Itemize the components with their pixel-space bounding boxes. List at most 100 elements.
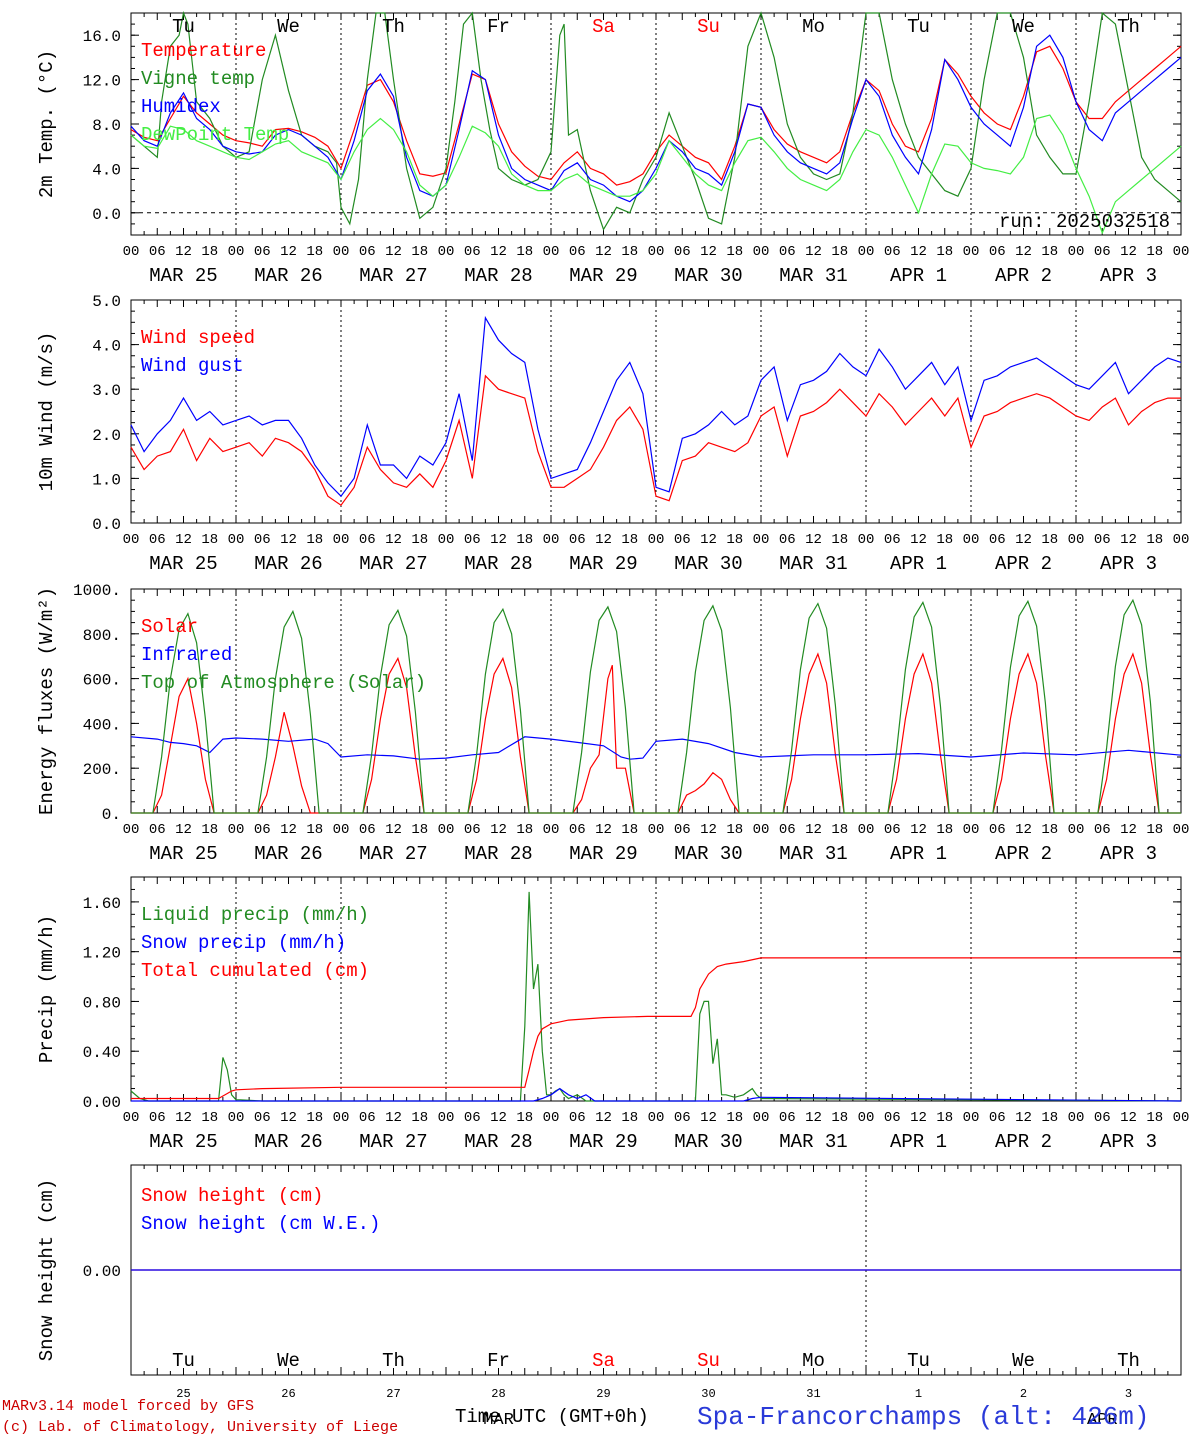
panel-4: Precip (mm/h) <box>36 876 1182 1102</box>
hour-label: 12 <box>1120 822 1137 838</box>
hour-label: 06 <box>1094 1110 1111 1126</box>
series-line <box>130 10 1182 231</box>
y-tick-label: 1.20 <box>83 945 121 963</box>
hour-label: 06 <box>359 532 376 548</box>
y-axis-label: 2m Temp. (°C) <box>36 50 58 198</box>
hour-label: 00 <box>753 532 770 548</box>
hour-label: 12 <box>910 822 927 838</box>
legend-entry: Snow height (cm) <box>141 1185 323 1207</box>
legend-entry: DewPoint Temp <box>141 124 289 146</box>
y-tick-label: 800. <box>83 627 121 645</box>
hour-label: 18 <box>306 244 323 260</box>
date-label: MAR 25 <box>149 1131 217 1153</box>
y-tick-label: 12.0 <box>83 73 121 91</box>
hour-label: 00 <box>228 1110 245 1126</box>
hour-label: 00 <box>648 244 665 260</box>
date-label: MAR 29 <box>569 553 637 575</box>
hour-label: 06 <box>359 1110 376 1126</box>
series-line <box>130 34 1182 203</box>
hour-label: 00 <box>438 822 455 838</box>
hour-label: 18 <box>726 532 743 548</box>
hour-label: 06 <box>884 244 901 260</box>
y-tick-label: 2.0 <box>92 427 121 445</box>
hour-label: 18 <box>516 822 533 838</box>
date-label: MAR 29 <box>569 1131 637 1153</box>
hour-label: 06 <box>1094 822 1111 838</box>
hour-label: 06 <box>569 1110 586 1126</box>
hour-label: 00 <box>1173 532 1190 548</box>
hour-label: 18 <box>411 244 428 260</box>
hour-label: 12 <box>910 1110 927 1126</box>
hour-label: 06 <box>359 244 376 260</box>
date-label: MAR 30 <box>674 553 742 575</box>
hour-label: 06 <box>254 822 271 838</box>
hour-label: 00 <box>438 244 455 260</box>
hour-label: 12 <box>805 532 822 548</box>
date-label: MAR 26 <box>254 265 322 287</box>
hour-label: 12 <box>595 822 612 838</box>
hour-label: 18 <box>936 244 953 260</box>
hour-label: 00 <box>228 822 245 838</box>
date-label: APR 2 <box>995 265 1052 287</box>
day-name: Th <box>1117 16 1140 38</box>
hour-label: 18 <box>201 822 218 838</box>
hour-label: 12 <box>1015 532 1032 548</box>
hour-label: 18 <box>726 244 743 260</box>
y-axis-label: Precip (mm/h) <box>36 915 58 1063</box>
hour-label: 18 <box>306 1110 323 1126</box>
hour-label: 12 <box>490 244 507 260</box>
hour-label: 00 <box>1173 1110 1190 1126</box>
date-label: APR 3 <box>1100 1131 1157 1153</box>
legend-entry: Liquid precip (mm/h) <box>141 904 369 926</box>
y-tick-label: 4.0 <box>92 338 121 356</box>
hour-label: 00 <box>438 1110 455 1126</box>
hour-label: 06 <box>149 244 166 260</box>
hour-label: 12 <box>490 1110 507 1126</box>
series-line <box>130 736 1182 760</box>
hour-label: 00 <box>543 1110 560 1126</box>
y-tick-label: 0.00 <box>83 1263 121 1281</box>
hour-label: 18 <box>621 532 638 548</box>
y-tick-label: 0.00 <box>83 1094 121 1112</box>
hour-label: 12 <box>280 532 297 548</box>
date-label: MAR 27 <box>359 265 427 287</box>
model-credit: MARv3.14 model forced by GFS <box>2 1398 255 1415</box>
date-label: APR 2 <box>995 843 1052 865</box>
day-name: Su <box>697 1350 720 1372</box>
hour-label: 00 <box>963 822 980 838</box>
hour-label: 18 <box>726 822 743 838</box>
hour-label: 00 <box>648 532 665 548</box>
day-name: Tu <box>172 16 195 38</box>
day-number: 27 <box>386 1387 400 1401</box>
hour-label: 06 <box>779 1110 796 1126</box>
hour-label: 06 <box>674 822 691 838</box>
hour-label: 12 <box>700 1110 717 1126</box>
hour-label: 18 <box>831 532 848 548</box>
hour-label: 06 <box>884 822 901 838</box>
y-tick-label: 1000. <box>73 582 121 600</box>
hour-label: 00 <box>543 822 560 838</box>
hour-label: 00 <box>858 244 875 260</box>
hour-label: 18 <box>621 1110 638 1126</box>
date-label: APR 1 <box>890 553 947 575</box>
date-label: APR 3 <box>1100 265 1157 287</box>
hour-label: 00 <box>228 244 245 260</box>
hour-label: 06 <box>674 244 691 260</box>
legend-entry: Solar <box>141 616 198 638</box>
hour-label: 00 <box>753 822 770 838</box>
date-label: MAR 28 <box>464 265 532 287</box>
hour-label: 12 <box>1120 532 1137 548</box>
day-number: 2 <box>1020 1387 1027 1401</box>
hour-label: 06 <box>254 1110 271 1126</box>
hour-label: 00 <box>333 532 350 548</box>
hour-label: 00 <box>1173 244 1190 260</box>
day-number: 25 <box>176 1387 190 1401</box>
hour-label: 18 <box>411 532 428 548</box>
date-label: MAR 27 <box>359 553 427 575</box>
day-name: We <box>277 16 300 38</box>
date-label: APR 2 <box>995 1131 1052 1153</box>
hour-label: 12 <box>490 822 507 838</box>
hour-label: 06 <box>674 532 691 548</box>
day-number: 30 <box>701 1387 715 1401</box>
hour-label: 12 <box>175 532 192 548</box>
